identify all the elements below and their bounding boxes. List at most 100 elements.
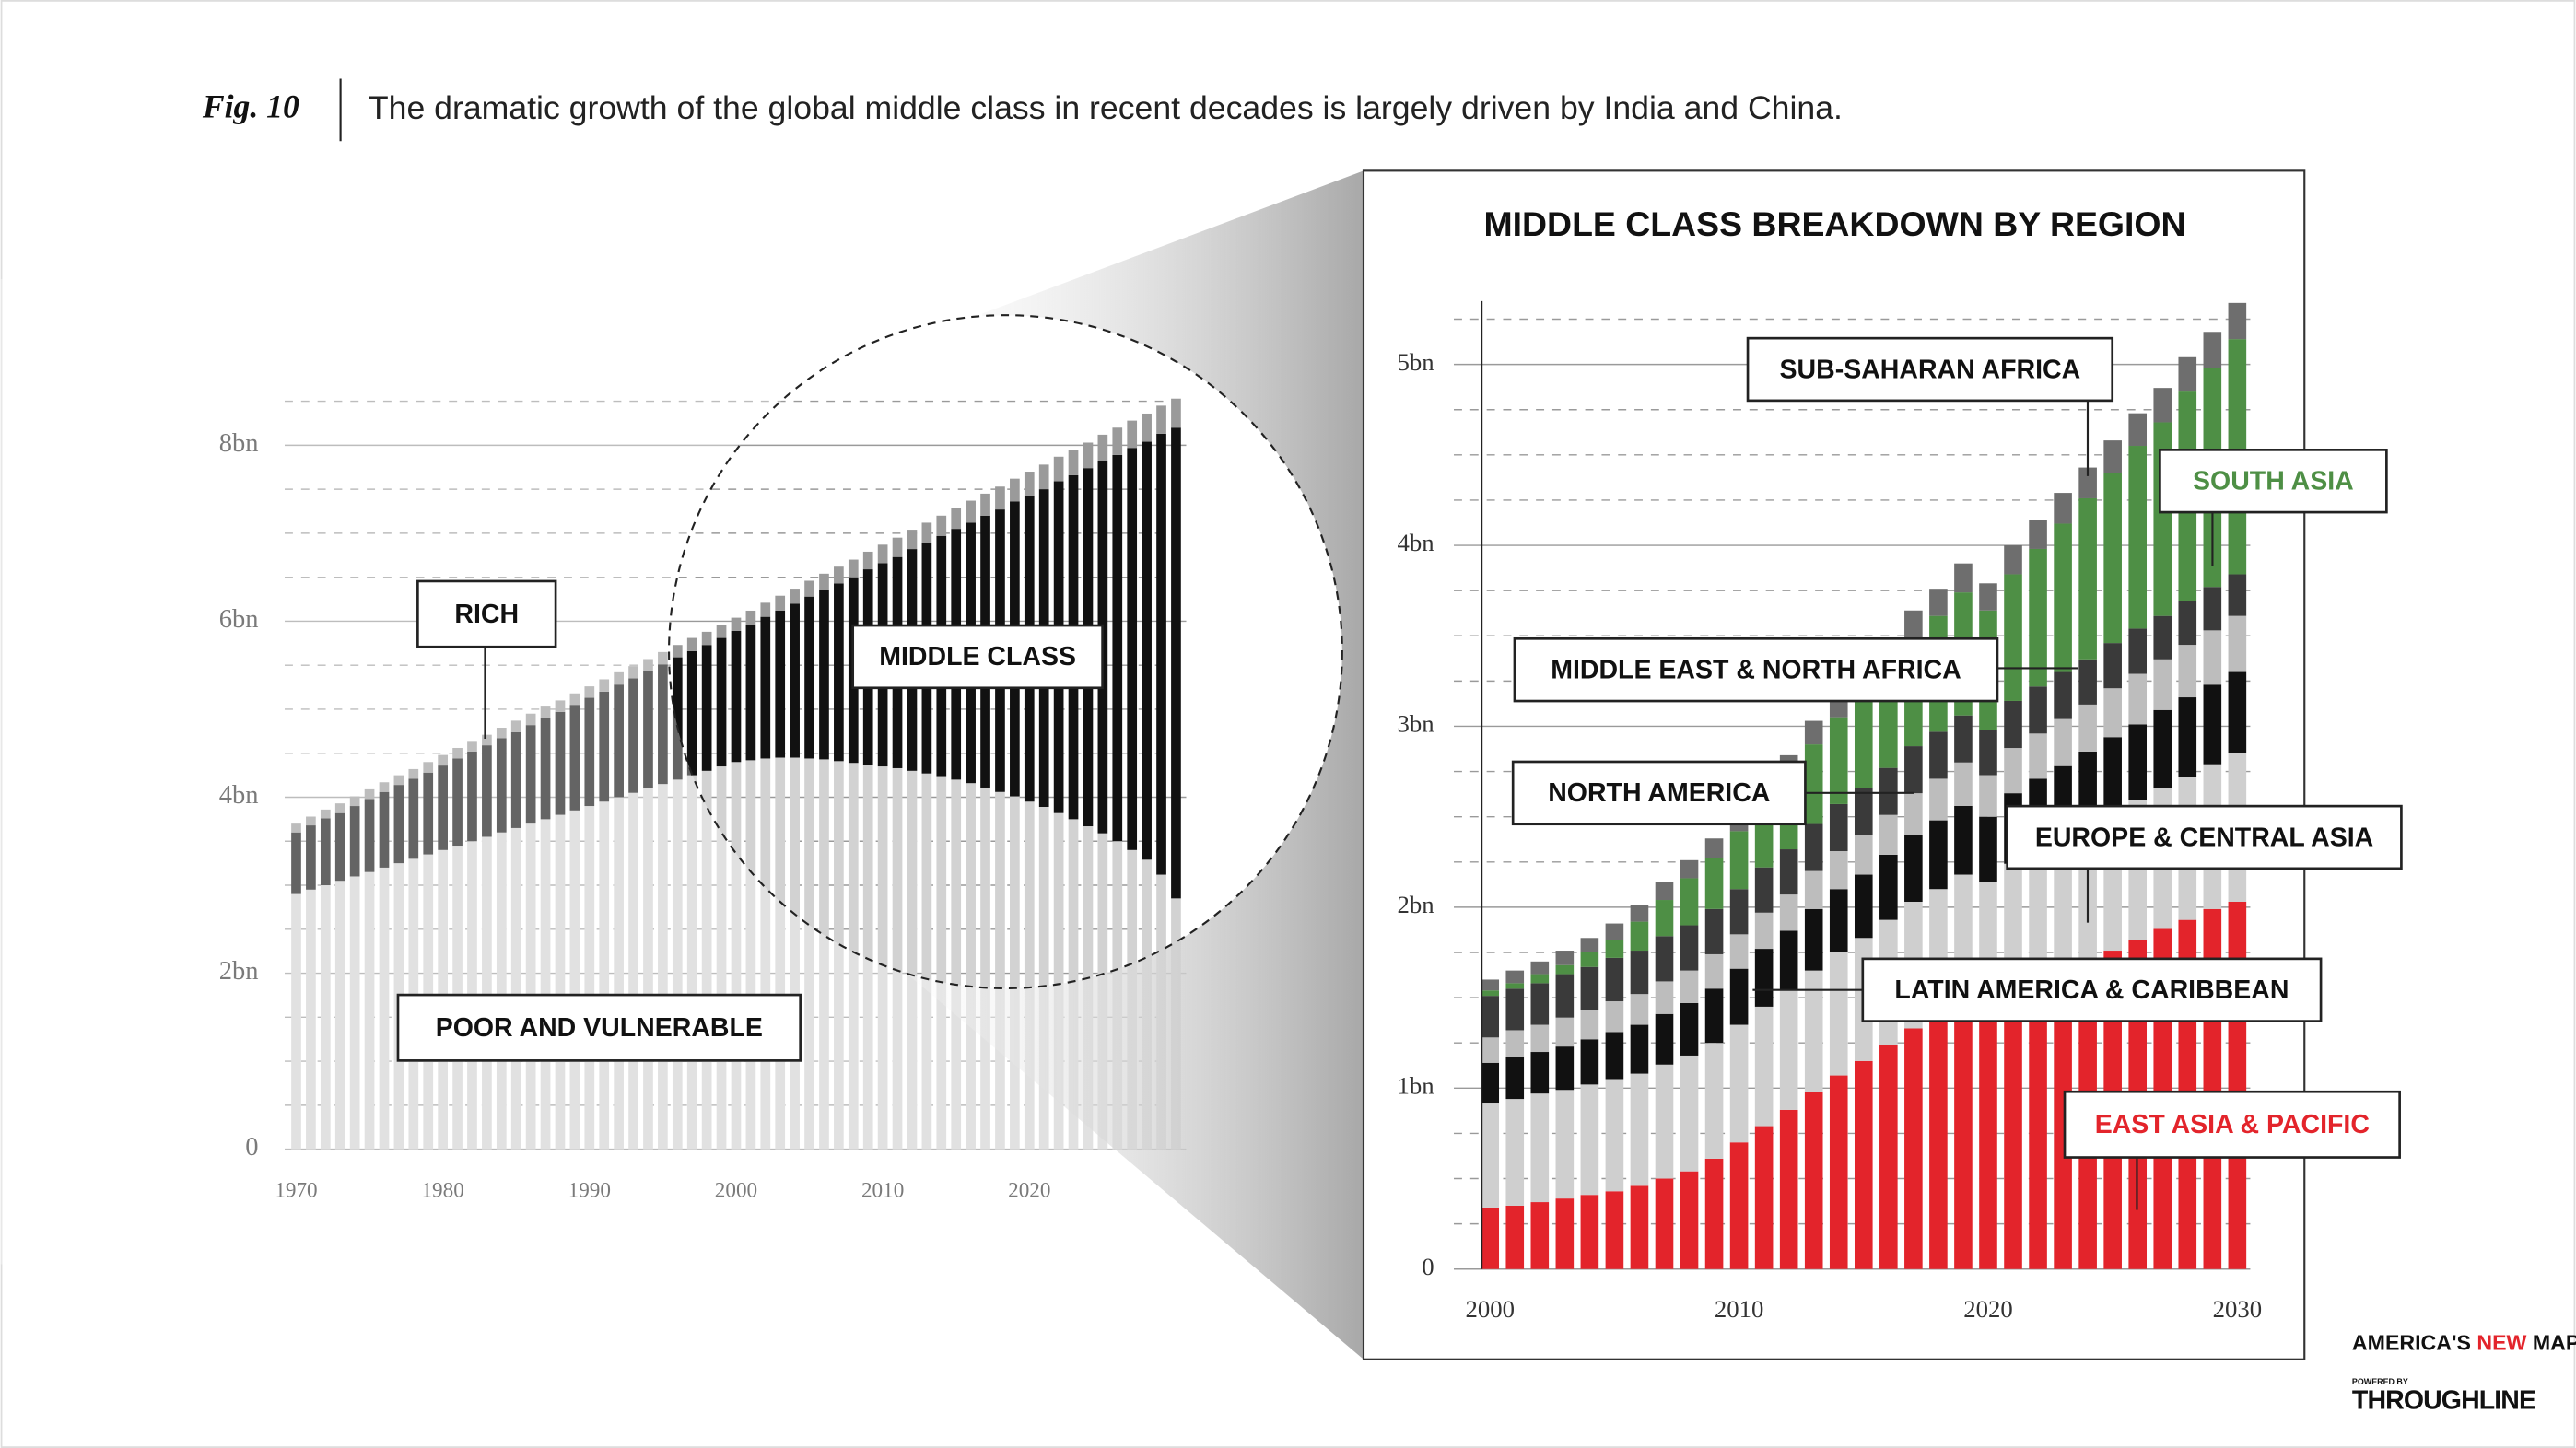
bar-segment xyxy=(364,788,375,800)
bar-segment xyxy=(1555,974,1575,1018)
bar-segment xyxy=(2228,901,2247,1269)
bar-segment xyxy=(1680,878,1699,926)
bar-segment xyxy=(510,720,521,732)
bar-segment xyxy=(1729,1142,1749,1269)
bar-segment xyxy=(467,751,477,842)
bar-segment xyxy=(364,799,375,872)
y-tick-label: 4bn xyxy=(1398,529,1434,556)
y-tick-label: 0 xyxy=(1422,1253,1434,1280)
bar-segment xyxy=(1779,894,1798,931)
bar-segment xyxy=(555,711,566,815)
bar-segment xyxy=(1729,831,1749,890)
y-tick-label: 2bn xyxy=(219,957,259,986)
bar-segment xyxy=(584,697,595,807)
bar-segment xyxy=(1655,882,1674,901)
bar-segment xyxy=(643,671,653,788)
bar-segment xyxy=(1530,961,1550,975)
bar-segment xyxy=(716,637,727,767)
bar-segment xyxy=(804,758,814,1150)
bar-segment xyxy=(452,758,463,847)
bar-segment xyxy=(1929,820,1948,890)
bar-segment xyxy=(2004,700,2022,749)
bar-segment xyxy=(423,772,434,855)
bar-segment xyxy=(1804,970,1823,1092)
bar-segment xyxy=(1605,940,1624,958)
series-label: MIDDLE EAST & NORTH AFRICA xyxy=(1551,655,1961,684)
bar-segment xyxy=(1704,953,1724,989)
x-tick-label: 2030 xyxy=(2213,1295,2262,1323)
bar-segment xyxy=(936,515,947,536)
bar-segment xyxy=(1655,1064,1674,1179)
bar-segment xyxy=(745,610,756,625)
label-box xyxy=(2063,1090,2401,1159)
bar-segment xyxy=(1655,936,1674,982)
bar-segment xyxy=(1854,835,1873,875)
bar-segment xyxy=(658,784,668,1150)
bar-segment xyxy=(306,889,316,1150)
bar-segment xyxy=(1580,966,1599,1010)
bar-segment xyxy=(555,814,566,1150)
bar-segment xyxy=(510,827,521,1150)
bar-segment xyxy=(555,700,566,712)
bar-segment xyxy=(1929,1015,1948,1269)
bar-segment xyxy=(628,792,638,1150)
bar-segment xyxy=(1481,1062,1500,1104)
bar-segment xyxy=(1704,988,1724,1044)
bar-segment xyxy=(334,803,345,813)
bar-segment xyxy=(1929,731,1948,779)
bar-segment xyxy=(364,871,375,1150)
bar-segment xyxy=(2103,688,2122,738)
bar-segment xyxy=(379,867,390,1150)
bar-segment xyxy=(819,759,829,1150)
bar-segment xyxy=(334,812,345,882)
bar-segment xyxy=(291,832,301,894)
bar-segment xyxy=(804,580,814,597)
bar-segment xyxy=(1530,983,1550,1025)
bar-segment xyxy=(1954,762,1973,806)
figure-caption: The dramatic growth of the global middle… xyxy=(369,89,1843,126)
bar-segment xyxy=(672,657,683,780)
bar-segment xyxy=(1530,1024,1550,1053)
bar-segment xyxy=(745,625,756,761)
bar-segment xyxy=(467,741,477,752)
brand-company: THROUGHLINE xyxy=(2352,1386,2535,1416)
bar-segment xyxy=(1704,858,1724,909)
bar-segment xyxy=(306,825,316,890)
bar-segment xyxy=(2029,733,2047,779)
bar-segment xyxy=(862,551,873,570)
bar-segment xyxy=(716,766,727,1150)
bar-segment xyxy=(1630,1024,1649,1074)
bar-segment xyxy=(496,728,507,739)
bar-segment xyxy=(1704,1158,1724,1269)
bar-segment xyxy=(1580,938,1599,952)
bar-segment xyxy=(2153,388,2172,423)
bar-segment xyxy=(2203,630,2222,685)
bar-segment xyxy=(1754,1126,1774,1269)
bar-segment xyxy=(1630,1185,1649,1269)
bar-segment xyxy=(2029,983,2047,1269)
bar-segment xyxy=(408,768,419,779)
bar-segment xyxy=(1979,583,1997,611)
bar-segment xyxy=(701,770,712,1150)
y-tick-label: 4bn xyxy=(219,781,259,810)
bar-segment xyxy=(2029,850,2047,984)
label-box xyxy=(396,993,802,1062)
bar-segment xyxy=(393,785,404,864)
x-tick-label: 1980 xyxy=(421,1178,463,1202)
bar-segment xyxy=(1854,1060,1873,1269)
bar-segment xyxy=(320,809,331,819)
bar-segment xyxy=(379,791,390,868)
x-tick-label: 1990 xyxy=(568,1178,611,1202)
bar-segment xyxy=(848,763,859,1150)
bar-segment xyxy=(1605,1191,1624,1269)
brand-word: AMERICA'S xyxy=(2352,1331,2471,1355)
bar-segment xyxy=(2128,724,2148,800)
bar-segment xyxy=(1929,589,1948,616)
bar-segment xyxy=(1829,889,1848,952)
bar-segment xyxy=(686,775,697,1150)
bar-segment xyxy=(1804,908,1823,971)
bar-segment xyxy=(848,559,859,578)
bar-segment xyxy=(1481,1103,1500,1208)
bar-segment xyxy=(2103,473,2122,644)
bar-segment xyxy=(599,679,610,692)
